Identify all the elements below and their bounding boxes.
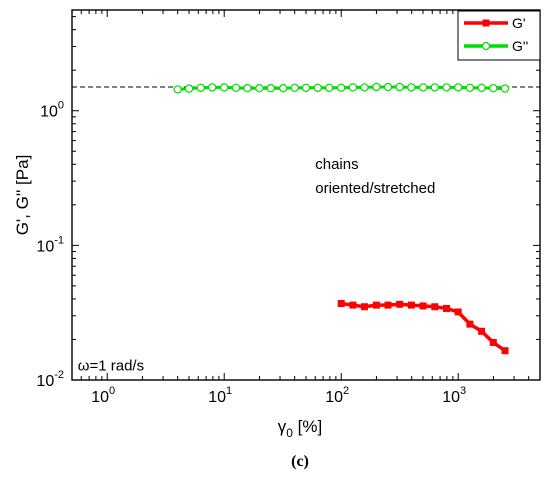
data-point-g-double-prime bbox=[196, 83, 205, 93]
data-point-g-double-prime bbox=[477, 83, 486, 93]
data-point-g-double-prime bbox=[489, 84, 498, 93]
data-point-g-prime bbox=[360, 303, 368, 311]
x-axis-label-subscript: 0 bbox=[286, 426, 293, 440]
data-point-g-prime bbox=[419, 302, 427, 310]
x-tick-label-base: 10 bbox=[325, 389, 343, 406]
data-point-g-prime bbox=[466, 320, 474, 328]
data-point-g-double-prime bbox=[325, 83, 334, 93]
legend-label-g-double-prime: G'' bbox=[512, 38, 528, 54]
annotation-text: ω=1 rad/s bbox=[78, 357, 144, 374]
data-point-g-double-prime bbox=[313, 83, 322, 93]
data-point-g-double-prime bbox=[372, 82, 381, 92]
data-point-g-double-prime bbox=[430, 83, 440, 92]
data-point-g-prime bbox=[501, 347, 509, 355]
data-point-g-prime bbox=[454, 308, 462, 316]
y-axis-label: G', G'' [Pa] bbox=[13, 155, 32, 236]
data-point-g-double-prime bbox=[231, 83, 241, 93]
data-point-g-double-prime bbox=[337, 83, 346, 93]
y-tick-label: 100 bbox=[40, 100, 64, 121]
data-point-g-double-prime bbox=[395, 82, 404, 92]
x-tick-label-exponent: 2 bbox=[343, 385, 349, 397]
panel-label: (c) bbox=[291, 453, 309, 470]
x-tick-label: 102 bbox=[325, 385, 349, 406]
series-layer bbox=[173, 82, 510, 355]
y-tick-label-base: 10 bbox=[40, 104, 58, 121]
data-point-g-prime bbox=[407, 301, 415, 309]
data-point-g-double-prime bbox=[454, 83, 463, 92]
data-point-g-double-prime bbox=[442, 83, 451, 92]
legend-label-g-prime: G' bbox=[512, 15, 526, 31]
x-tick-label-exponent: 0 bbox=[109, 385, 115, 397]
data-point-g-prime bbox=[431, 303, 439, 311]
data-point-g-double-prime bbox=[266, 84, 275, 93]
data-point-g-double-prime bbox=[465, 83, 475, 93]
data-point-g-double-prime bbox=[279, 84, 288, 93]
data-point-g-double-prime bbox=[208, 83, 217, 92]
x-tick-label: 101 bbox=[208, 385, 232, 406]
data-point-g-double-prime bbox=[418, 83, 428, 92]
data-point-g-double-prime bbox=[255, 84, 264, 93]
plot-frame bbox=[71, 9, 541, 381]
y-tick-label-base: 10 bbox=[36, 373, 54, 390]
data-point-g-prime bbox=[396, 300, 404, 308]
data-point-g-double-prime bbox=[243, 84, 252, 93]
legend-marker-g-prime bbox=[482, 19, 490, 27]
y-tick-label-exponent: -2 bbox=[54, 369, 64, 381]
data-point-g-double-prime bbox=[184, 84, 194, 93]
x-tick-label: 100 bbox=[91, 385, 115, 406]
data-point-g-double-prime bbox=[500, 84, 510, 93]
annotations-layer: chains oriented/stretched ω=1 rad/s bbox=[78, 156, 436, 374]
x-axis-label: γ0 [%] bbox=[278, 417, 322, 440]
x-tick-label-exponent: 1 bbox=[226, 385, 232, 397]
annotation-text: oriented/stretched bbox=[315, 180, 435, 197]
x-axis-label-symbol: γ bbox=[278, 417, 287, 436]
data-point-g-double-prime bbox=[407, 83, 416, 92]
data-point-g-prime bbox=[442, 304, 450, 312]
data-point-g-prime bbox=[337, 300, 345, 308]
legend: G' G'' bbox=[457, 10, 541, 61]
y-tick-label: 10-2 bbox=[36, 369, 64, 390]
data-point-g-prime bbox=[489, 338, 497, 346]
data-point-g-double-prime bbox=[383, 82, 393, 92]
x-tick-label-base: 10 bbox=[208, 389, 226, 406]
x-tick-label-exponent: 3 bbox=[460, 385, 466, 397]
x-tick-label: 103 bbox=[442, 385, 466, 406]
data-point-g-double-prime bbox=[301, 83, 311, 93]
data-point-g-prime bbox=[478, 327, 486, 335]
x-tick-label-base: 10 bbox=[442, 389, 460, 406]
data-point-g-prime bbox=[384, 301, 392, 309]
y-tick-label-base: 10 bbox=[36, 238, 54, 255]
data-point-g-prime bbox=[349, 301, 357, 309]
y-tick-label-exponent: -1 bbox=[54, 234, 64, 246]
y-tick-label-exponent: 0 bbox=[58, 100, 64, 112]
x-axis-label-unit: [%] bbox=[293, 417, 322, 436]
annotation-text: chains bbox=[315, 156, 358, 173]
x-tick-label-base: 10 bbox=[91, 389, 109, 406]
data-point-g-double-prime bbox=[360, 83, 369, 92]
data-point-g-double-prime bbox=[220, 83, 229, 92]
legend-box bbox=[457, 10, 541, 61]
legend-marker-g-double-prime bbox=[481, 41, 491, 51]
y-tick-label: 10-1 bbox=[36, 234, 64, 255]
data-point-g-double-prime bbox=[290, 83, 299, 93]
data-point-g-prime bbox=[372, 301, 380, 309]
data-point-g-double-prime bbox=[348, 83, 358, 92]
data-point-g-double-prime bbox=[173, 85, 182, 94]
